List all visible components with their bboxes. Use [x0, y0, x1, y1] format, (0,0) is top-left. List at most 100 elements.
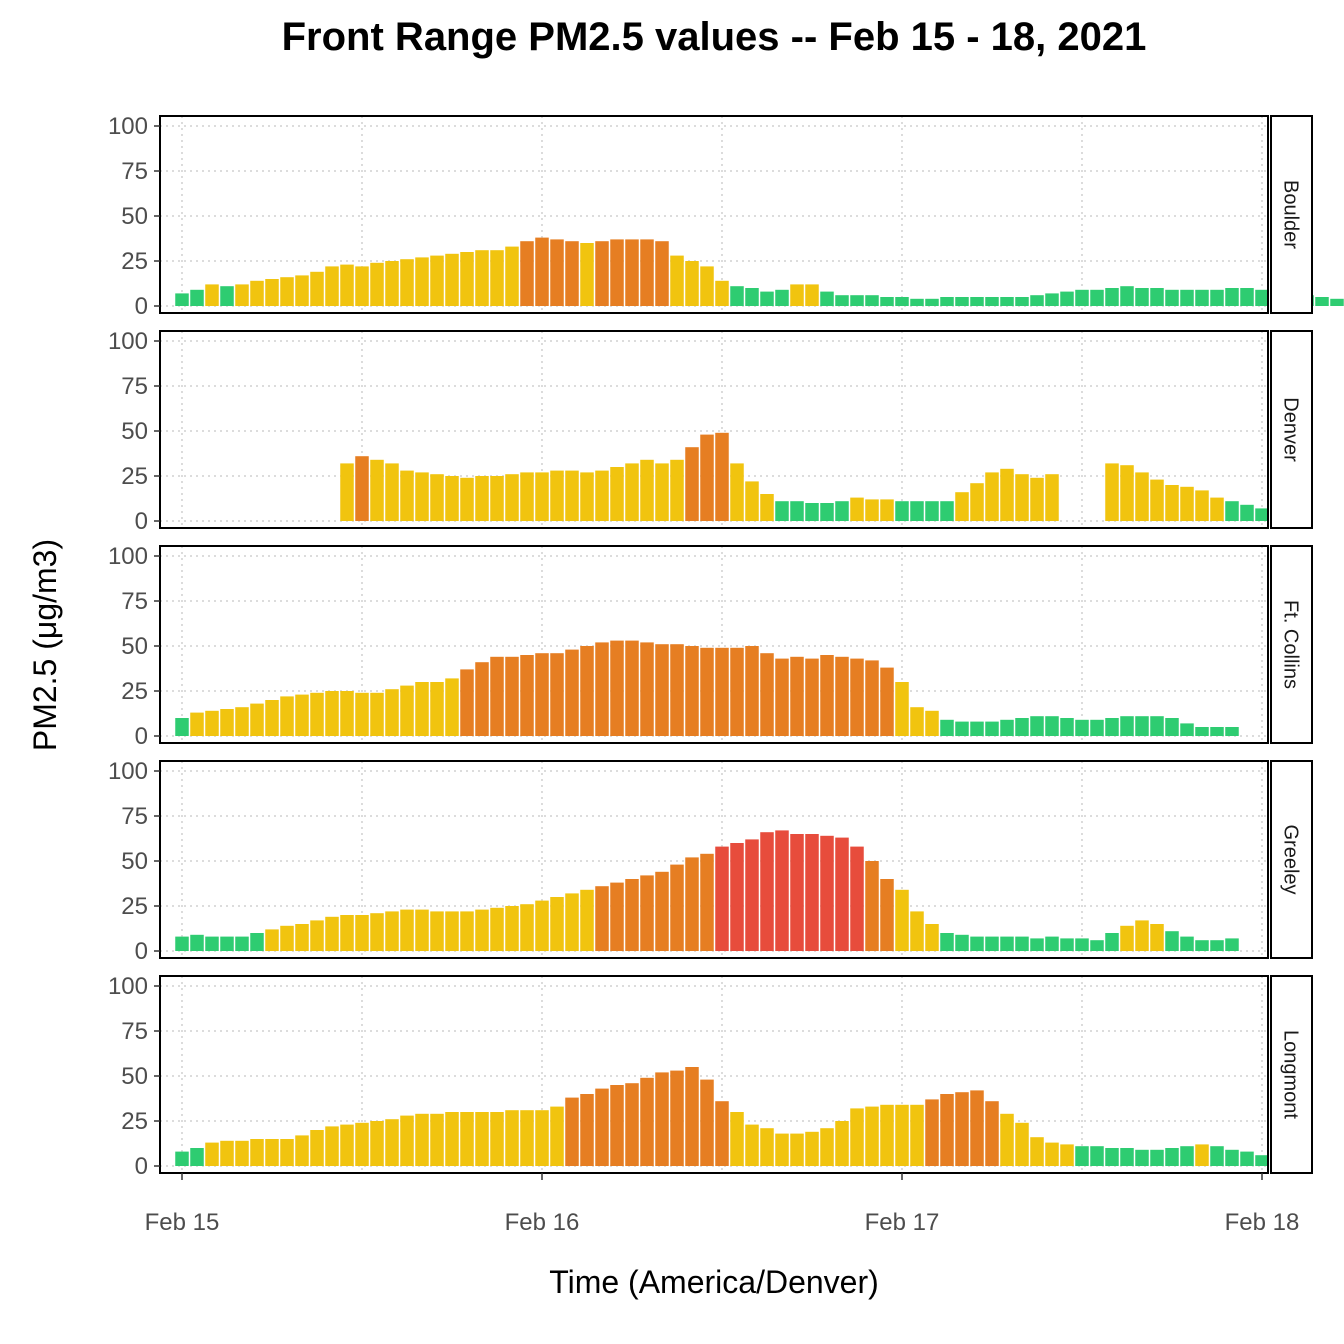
bar: [1195, 490, 1209, 521]
bar: [625, 239, 639, 306]
bar: [1135, 472, 1149, 521]
bar: [820, 1128, 834, 1166]
bar: [1225, 727, 1239, 736]
bar: [895, 1104, 909, 1166]
bar: [175, 718, 189, 736]
bar: [700, 1079, 714, 1166]
bar: [565, 649, 579, 736]
bar: [745, 839, 759, 951]
bar: [1000, 1113, 1014, 1166]
bar: [250, 933, 264, 951]
panel-ft-collins: 0 25 50 75 100 Ft. Collins: [108, 543, 1313, 750]
bar: [925, 501, 939, 521]
bar: [700, 853, 714, 951]
bar: [775, 501, 789, 521]
bar: [685, 1067, 699, 1166]
bar: [385, 463, 399, 521]
bar: [385, 911, 399, 951]
bar: [595, 470, 609, 521]
bar: [475, 662, 489, 736]
bar: [175, 936, 189, 951]
bar: [460, 911, 474, 951]
panel-frame: [159, 760, 1269, 959]
bar: [1210, 497, 1224, 521]
bar: [1150, 1149, 1164, 1166]
bar: [400, 259, 414, 306]
bar: [1135, 1149, 1149, 1166]
bar: [970, 1090, 984, 1166]
bar: [190, 934, 204, 951]
y-tick-label: 75: [121, 803, 148, 830]
bar: [355, 915, 369, 951]
bar: [325, 1126, 339, 1166]
panel-greeley: 0 25 50 75 100 Greeley: [108, 758, 1313, 965]
bar: [775, 658, 789, 736]
bar: [670, 255, 684, 306]
bar: [745, 481, 759, 521]
bar: [535, 472, 549, 521]
bar: [1135, 288, 1149, 306]
bar: [550, 1106, 564, 1166]
bar: [310, 692, 324, 736]
bar: [850, 497, 864, 521]
bar: [1195, 727, 1209, 736]
bar: [1075, 289, 1089, 306]
bar: [580, 1094, 594, 1166]
bar: [1120, 925, 1134, 951]
bar: [730, 286, 744, 306]
bar: [1180, 486, 1194, 521]
bar: [385, 689, 399, 736]
bar: [1150, 716, 1164, 736]
bar: [1225, 288, 1239, 306]
bar: [760, 291, 774, 306]
bar: [1030, 938, 1044, 951]
bar: [745, 288, 759, 306]
bar: [1210, 1146, 1224, 1166]
bar: [505, 906, 519, 951]
bar: [580, 889, 594, 951]
bar: [1150, 288, 1164, 306]
bar: [760, 494, 774, 521]
bar: [445, 911, 459, 951]
bar: [745, 1124, 759, 1166]
bar: [1225, 501, 1239, 521]
bar: [640, 459, 654, 521]
bar: [925, 298, 939, 306]
facet-strip: [1270, 545, 1313, 744]
bar: [775, 830, 789, 951]
bar: [235, 936, 249, 951]
bar: [1030, 1137, 1044, 1166]
panel-boulder: 0 25 50 75 100 Boulder: [108, 113, 1344, 320]
bar: [535, 900, 549, 951]
bar: [550, 239, 564, 306]
bar: [880, 1104, 894, 1166]
bar: [295, 1135, 309, 1166]
bar: [835, 656, 849, 736]
bar: [265, 1139, 279, 1166]
y-tick-label: 50: [121, 203, 148, 230]
bar: [280, 925, 294, 951]
bar: [550, 470, 564, 521]
bar: [295, 924, 309, 951]
bar: [655, 241, 669, 306]
bar: [1150, 479, 1164, 521]
bar: [640, 1077, 654, 1166]
bar: [1045, 716, 1059, 736]
bar: [985, 1101, 999, 1166]
bar: [970, 297, 984, 306]
bar: [610, 882, 624, 951]
bar: [580, 243, 594, 306]
bar: [265, 700, 279, 736]
bar: [1030, 295, 1044, 306]
bar: [235, 707, 249, 736]
bar: [205, 1142, 219, 1166]
bar: [895, 889, 909, 951]
y-tick-label: 0: [135, 723, 148, 750]
bar: [370, 692, 384, 736]
bar: [595, 642, 609, 736]
y-tick-label: 100: [108, 758, 148, 785]
facet-strip: [1270, 330, 1313, 529]
bar: [400, 685, 414, 736]
bar: [535, 237, 549, 306]
y-tick-label: 25: [121, 1108, 148, 1135]
